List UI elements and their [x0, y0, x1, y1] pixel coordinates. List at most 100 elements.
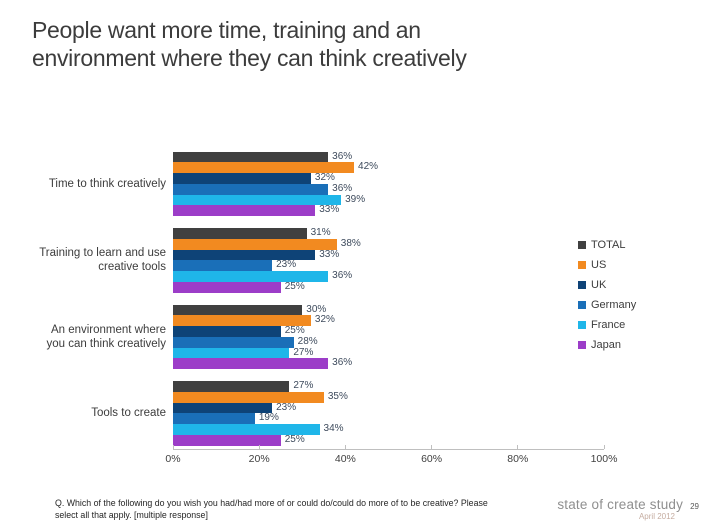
x-axis-tick	[344, 445, 346, 449]
bar-row: 39%	[173, 194, 604, 206]
bar-row: 31%	[173, 227, 604, 239]
category-label: An environment where you can think creati…	[46, 323, 166, 350]
bar-row: 33%	[173, 248, 604, 261]
bar-row: 27%	[173, 380, 604, 392]
category-label: Time to think creatively	[48, 177, 166, 190]
legend-swatch	[578, 241, 586, 249]
bar-row: 36%	[173, 182, 604, 195]
brand-row: state of create study 29	[557, 497, 699, 512]
bar-value-label: 38%	[340, 237, 361, 249]
bar-us	[173, 162, 355, 173]
legend-label: US	[591, 259, 607, 271]
bar-row: 25%	[173, 280, 604, 293]
bar-value-label: 30%	[306, 303, 327, 315]
x-axis-tick	[603, 445, 605, 449]
page-title-line-2: environment where they can think creativ…	[32, 45, 467, 71]
bar-japan	[173, 358, 329, 369]
x-axis-tick-label: 100%	[590, 453, 618, 465]
bar-row: 23%	[173, 401, 604, 414]
x-axis-tick-label: 0%	[165, 453, 181, 465]
bar-row: 36%	[173, 357, 604, 369]
bar-row: 27%	[173, 346, 604, 359]
legend-item-total: TOTAL	[578, 235, 636, 255]
x-axis-tick-label: 20%	[248, 453, 270, 465]
bar-germany	[173, 183, 329, 195]
bar-row: 25%	[173, 433, 604, 446]
bar-value-label: 25%	[284, 280, 305, 292]
bar-value-label: 33%	[319, 248, 340, 260]
bar-uk	[173, 249, 316, 261]
bar-row: 19%	[173, 412, 604, 424]
x-axis-line	[173, 449, 604, 450]
bar-value-label: 25%	[284, 433, 305, 445]
x-axis-tick-label: 40%	[334, 453, 356, 465]
bar-value-label: 23%	[276, 401, 297, 413]
bar-us	[173, 315, 311, 326]
bar-france	[173, 194, 342, 206]
legend-label: UK	[591, 279, 607, 291]
bar-row: 34%	[173, 423, 604, 435]
legend-swatch	[578, 281, 586, 289]
brand-name: state of create study	[557, 497, 684, 512]
legend-swatch	[578, 261, 586, 269]
legend-label: France	[591, 319, 626, 331]
brand-date: April 2012	[638, 512, 675, 521]
legend: TOTAL US UK Germany France Japan	[578, 235, 636, 355]
bar-row: 35%	[173, 391, 604, 403]
legend-item-japan: Japan	[578, 335, 636, 355]
bar-value-label: 36%	[332, 150, 353, 162]
bar-value-label: 19%	[258, 412, 279, 424]
bar-value-label: 32%	[314, 314, 335, 326]
bar-row: 36%	[173, 150, 604, 163]
bar-total	[173, 304, 303, 316]
bar-value-label: 23%	[276, 259, 297, 271]
bar-row: 30%	[173, 303, 604, 316]
page-title: People want more time, training and an e…	[32, 16, 672, 72]
x-axis-tick-label: 60%	[421, 453, 443, 465]
bar-value-label: 42%	[358, 161, 379, 173]
bar-value-label: 36%	[332, 182, 353, 194]
bar-row: 36%	[173, 270, 604, 282]
footer-question-line-1: Q. Which of the following do you wish yo…	[55, 498, 488, 508]
x-axis-tick	[431, 445, 433, 449]
legend-label: Japan	[591, 339, 621, 351]
bar-france	[173, 347, 290, 359]
legend-swatch	[578, 301, 586, 309]
legend-label: TOTAL	[591, 239, 626, 251]
legend-item-us: US	[578, 255, 636, 275]
legend-swatch	[578, 321, 586, 329]
category-labels: Time to think creatively Training to lear…	[0, 143, 166, 450]
bar-row: 33%	[173, 204, 604, 216]
bar-value-label: 34%	[323, 423, 344, 434]
bar-uk	[173, 173, 311, 184]
category-label: Training to learn and use creative tools	[39, 247, 166, 274]
bar-japan	[173, 205, 316, 216]
legend-item-uk: UK	[578, 275, 636, 295]
bar-row: 32%	[173, 314, 604, 326]
x-axis-tick-label: 80%	[507, 453, 529, 465]
bar-germany	[173, 413, 255, 424]
bar-value-label: 33%	[319, 204, 340, 216]
legend-item-france: France	[578, 315, 636, 335]
footer-question-line-2: select all that apply. [multiple respons…	[55, 510, 208, 520]
plot-area: 36% 42% 32% 36% 39% 33% 31% 38% 33% 23% 36% 25% 30% 3…	[172, 143, 605, 450]
bar-value-label: 27%	[293, 346, 314, 358]
category-label: Tools to create	[91, 407, 166, 420]
bar-value-label: 27%	[293, 380, 314, 391]
bar-value-label: 36%	[332, 270, 353, 281]
x-axis-tick	[172, 445, 174, 449]
bar-row: 38%	[173, 237, 604, 250]
bar-us	[173, 238, 337, 250]
bar-row: 28%	[173, 335, 604, 348]
bar-value-label: 25%	[284, 325, 305, 336]
bar-total	[173, 381, 290, 392]
bar-us	[173, 391, 324, 403]
bar-total	[173, 228, 307, 239]
bar-uk	[173, 326, 281, 337]
bar-value-label: 31%	[310, 227, 331, 238]
legend-item-germany: Germany	[578, 295, 636, 315]
bar-row: 25%	[173, 325, 604, 337]
bar-germany	[173, 260, 273, 271]
bar-value-label: 28%	[297, 335, 318, 347]
